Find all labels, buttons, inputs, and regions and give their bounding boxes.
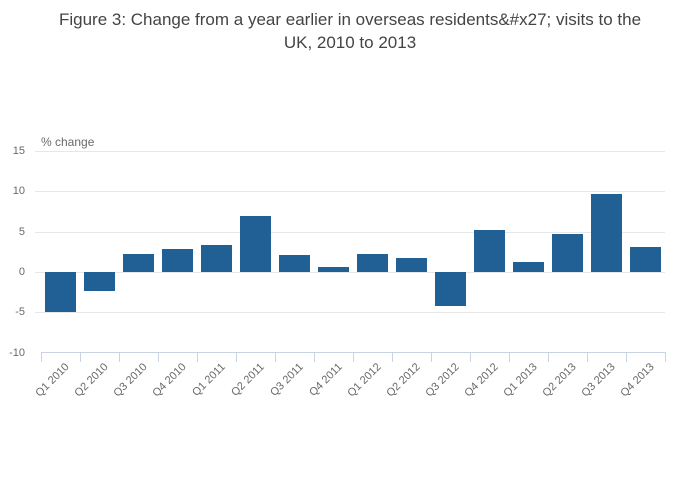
gridline xyxy=(35,272,665,273)
x-tick xyxy=(236,352,237,362)
x-tick-label: Q2 2011 xyxy=(229,361,267,399)
bar[interactable] xyxy=(45,272,76,312)
x-tick-label: Q1 2013 xyxy=(501,361,540,400)
x-tick xyxy=(431,352,432,362)
bar[interactable] xyxy=(318,267,349,272)
x-tick xyxy=(353,352,354,362)
x-tick xyxy=(119,352,120,362)
gridline xyxy=(35,151,665,152)
bar[interactable] xyxy=(435,272,466,306)
x-tick-label: Q1 2012 xyxy=(345,361,384,400)
x-tick-label: Q4 2013 xyxy=(618,361,657,400)
bar[interactable] xyxy=(474,230,505,272)
x-tick xyxy=(158,352,159,362)
x-tick-label: Q2 2010 xyxy=(72,361,111,400)
gridline xyxy=(35,191,665,192)
x-tick xyxy=(470,352,471,362)
x-tick-label: Q1 2010 xyxy=(33,361,72,400)
bar[interactable] xyxy=(630,247,661,272)
bar[interactable] xyxy=(396,258,427,272)
bar[interactable] xyxy=(279,255,310,272)
x-tick xyxy=(80,352,81,362)
bar[interactable] xyxy=(552,234,583,272)
y-axis-title: % change xyxy=(41,135,95,149)
y-tick-label: -5 xyxy=(15,306,25,318)
x-tick-label: Q3 2013 xyxy=(579,361,618,400)
x-tick-label: Q3 2012 xyxy=(423,361,462,400)
x-tick xyxy=(197,352,198,362)
x-tick xyxy=(665,352,666,362)
bar[interactable] xyxy=(201,245,232,272)
bar[interactable] xyxy=(513,262,544,272)
x-tick-label: Q2 2012 xyxy=(384,361,423,400)
x-tick-label: Q2 2013 xyxy=(540,361,579,400)
x-tick-label: Q3 2010 xyxy=(111,361,150,400)
x-tick xyxy=(509,352,510,362)
x-tick xyxy=(392,352,393,362)
y-tick-label: 5 xyxy=(18,226,25,238)
chart-title: Figure 3: Change from a year earlier in … xyxy=(58,10,642,52)
y-tick-label: -10 xyxy=(9,347,25,359)
y-tick-label: 10 xyxy=(12,185,25,197)
x-tick-label: Q4 2010 xyxy=(150,361,189,400)
x-tick xyxy=(275,352,276,362)
gridline xyxy=(35,312,665,313)
x-tick xyxy=(587,352,588,362)
bar[interactable] xyxy=(357,254,388,272)
bar[interactable] xyxy=(240,216,271,272)
x-tick xyxy=(548,352,549,362)
x-tick-label: Q3 2011 xyxy=(268,361,306,399)
bar[interactable] xyxy=(84,272,115,291)
bar[interactable] xyxy=(123,254,154,272)
x-tick xyxy=(626,352,627,362)
x-tick-label: Q1 2011 xyxy=(190,361,228,399)
y-tick-label: 0 xyxy=(18,266,25,278)
bar[interactable] xyxy=(591,194,622,272)
x-tick-label: Q4 2011 xyxy=(307,361,345,399)
x-tick-label: Q4 2012 xyxy=(462,361,501,400)
gridline xyxy=(35,232,665,233)
bar[interactable] xyxy=(162,249,193,272)
x-tick xyxy=(41,352,42,362)
x-tick xyxy=(314,352,315,362)
y-tick-label: 15 xyxy=(12,145,25,157)
